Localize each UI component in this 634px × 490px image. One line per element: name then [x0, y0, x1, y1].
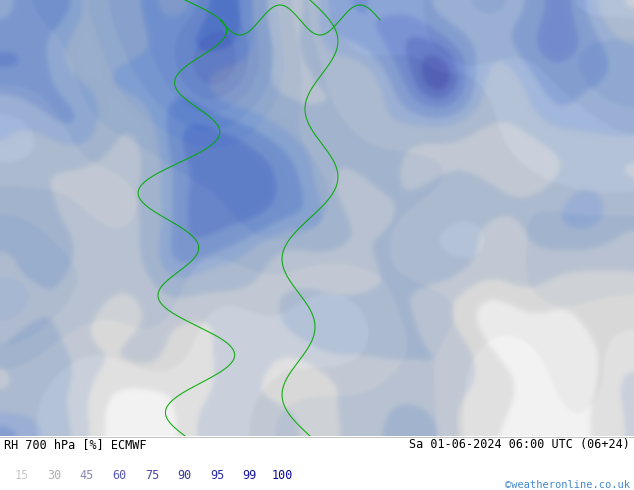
Text: RH 700 hPa [%] ECMWF: RH 700 hPa [%] ECMWF	[4, 438, 146, 451]
Text: 30: 30	[48, 469, 61, 482]
Text: 60: 60	[112, 469, 127, 482]
Text: Sa 01-06-2024 06:00 UTC (06+24): Sa 01-06-2024 06:00 UTC (06+24)	[409, 438, 630, 451]
Text: 45: 45	[80, 469, 94, 482]
Text: 100: 100	[271, 469, 293, 482]
Text: 90: 90	[178, 469, 191, 482]
Text: 75: 75	[145, 469, 159, 482]
Text: 95: 95	[210, 469, 224, 482]
Text: 15: 15	[15, 469, 29, 482]
Text: 99: 99	[242, 469, 257, 482]
Text: ©weatheronline.co.uk: ©weatheronline.co.uk	[505, 480, 630, 490]
